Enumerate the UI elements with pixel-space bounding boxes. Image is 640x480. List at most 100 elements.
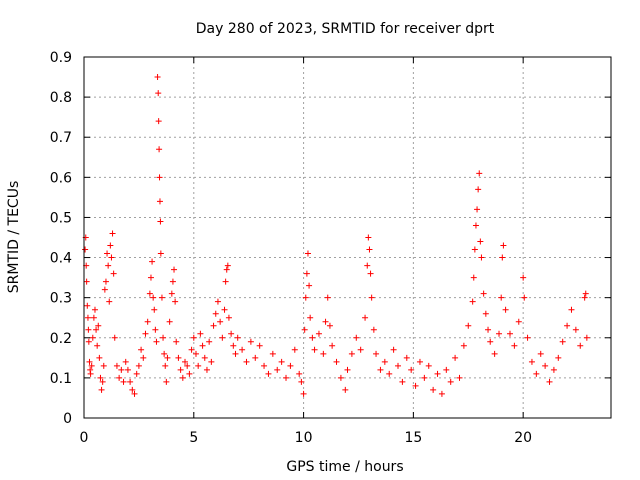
data-point (482, 310, 489, 317)
data-point (208, 358, 215, 365)
data-point (278, 358, 285, 365)
data-point (155, 90, 162, 97)
y-tick-label: 0.6 (50, 170, 72, 186)
data-point (477, 238, 484, 245)
data-point (109, 230, 116, 237)
data-point (247, 338, 254, 345)
y-tick-label: 0.2 (50, 331, 72, 347)
data-point (160, 334, 167, 341)
data-point (412, 382, 419, 389)
data-point (99, 378, 106, 385)
data-point (421, 374, 428, 381)
data-point (131, 390, 138, 397)
y-axis-label: SRMTID / TECUs (6, 181, 22, 294)
data-point (287, 362, 294, 369)
data-point (478, 254, 485, 261)
data-point (219, 334, 226, 341)
data-point (146, 290, 153, 297)
data-point (326, 322, 333, 329)
data-point (322, 318, 329, 325)
data-point (506, 330, 513, 337)
data-point (365, 234, 372, 241)
data-point (559, 338, 566, 345)
data-point (133, 370, 140, 377)
data-point (104, 250, 111, 257)
y-tick-label: 0 (63, 411, 72, 427)
data-point (156, 198, 163, 205)
data-point (161, 350, 168, 357)
x-tick-label: 15 (404, 430, 422, 446)
data-point (147, 274, 154, 281)
data-point (533, 370, 540, 377)
data-point (163, 378, 170, 385)
data-point (342, 386, 349, 393)
data-point (315, 330, 322, 337)
data-point (261, 362, 268, 369)
y-tick-label: 0.4 (50, 251, 72, 267)
data-point (149, 258, 156, 265)
x-axis-label: GPS time / hours (286, 459, 403, 475)
data-point (84, 302, 91, 309)
data-point (166, 318, 173, 325)
data-point (564, 322, 571, 329)
data-point (162, 362, 169, 369)
data-point (309, 334, 316, 341)
data-point (430, 386, 437, 393)
data-point (568, 306, 575, 313)
data-point (197, 330, 204, 337)
data-point (307, 314, 314, 321)
data-point (474, 206, 481, 213)
data-point (304, 250, 311, 257)
data-point (222, 278, 229, 285)
data-point (572, 326, 579, 333)
data-point (96, 354, 103, 361)
data-point (89, 334, 96, 341)
data-point (140, 354, 147, 361)
data-point (154, 74, 161, 81)
data-point (164, 354, 171, 361)
data-point (179, 374, 186, 381)
chart-title: Day 280 of 2023, SRMTID for receiver dpr… (196, 21, 495, 37)
data-point (87, 370, 94, 377)
data-point (111, 334, 118, 341)
data-point (265, 370, 272, 377)
data-point (93, 326, 100, 333)
data-point (498, 294, 505, 301)
y-tick-label: 0.8 (50, 90, 72, 106)
data-point (329, 342, 336, 349)
data-point (214, 298, 221, 305)
y-tick-label: 0.3 (50, 291, 72, 307)
data-point (86, 358, 93, 365)
data-point (155, 118, 162, 125)
data-point (97, 374, 104, 381)
data-point (182, 358, 189, 365)
x-tick-label: 5 (189, 430, 198, 446)
data-point (135, 362, 142, 369)
data-point (364, 262, 371, 269)
data-point (408, 366, 415, 373)
data-point (171, 266, 178, 273)
data-point (511, 342, 518, 349)
gridlines (84, 57, 611, 418)
data-point (472, 222, 479, 229)
data-point (152, 326, 159, 333)
data-point (496, 330, 503, 337)
data-point (127, 378, 134, 385)
data-point (470, 274, 477, 281)
y-tick-labels: 0 0.1 0.2 0.3 0.4 0.5 0.6 0.7 0.8 0.9 (50, 50, 72, 427)
data-point (348, 350, 355, 357)
data-point (243, 358, 250, 365)
data-point (524, 334, 531, 341)
data-point (443, 366, 450, 373)
data-point (172, 298, 179, 305)
data-point (487, 338, 494, 345)
data-point (223, 266, 230, 273)
data-point (101, 286, 108, 293)
data-point (311, 346, 318, 353)
data-point (142, 330, 149, 337)
data-point (485, 326, 492, 333)
data-point (156, 174, 163, 181)
data-point (239, 346, 246, 353)
y-tick-label: 0.7 (50, 130, 72, 146)
data-point (106, 298, 113, 305)
